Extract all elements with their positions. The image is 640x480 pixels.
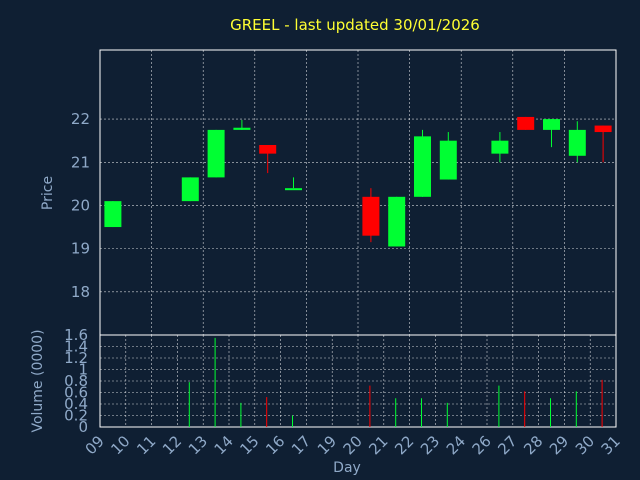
price-tick-label: 20 <box>71 196 90 214</box>
x-axis-label: Day <box>333 460 361 476</box>
candle-body <box>594 125 612 133</box>
candle-body <box>104 201 122 228</box>
volume-tick-label: 0.4 <box>64 395 88 413</box>
price-tick-label: 19 <box>71 240 90 258</box>
price-axis-label: Price <box>40 176 56 210</box>
chart-title: GREEL - last updated 30/01/2026 <box>230 16 480 34</box>
volume-tick-label: 1.4 <box>64 338 88 356</box>
price-tick-label: 22 <box>71 110 90 128</box>
candle-body <box>259 145 277 154</box>
volume-tick-label: 1 <box>78 361 88 379</box>
candle-body <box>543 119 560 130</box>
candle-body <box>233 127 251 130</box>
candle-body <box>181 177 199 202</box>
candle-body <box>491 140 509 154</box>
volume-panel: 00.20.40.60.811.21.41.6 <box>64 326 617 436</box>
price-panel: 18 19 20 21 22 <box>71 49 617 336</box>
volume-tick-label: 0 <box>78 418 88 436</box>
candle-body <box>414 136 431 197</box>
candle-body <box>439 140 457 180</box>
price-tick-label: 21 <box>71 153 90 171</box>
candle-body <box>362 196 380 236</box>
volume-tick-label: 0.2 <box>64 407 88 425</box>
candle-body <box>517 116 535 130</box>
candle-body <box>568 129 586 156</box>
candle-body <box>207 129 225 178</box>
volume-tick-label: 1.6 <box>64 326 88 344</box>
volume-axis-label: Volume (0000) <box>30 329 46 432</box>
price-tick-label: 18 <box>71 283 90 301</box>
volume-tick-label: 0.8 <box>64 372 88 390</box>
candle-body <box>388 196 406 247</box>
volume-tick-label: 0.6 <box>64 384 88 402</box>
volume-tick-label: 1.2 <box>64 349 88 367</box>
candle-body <box>285 188 302 191</box>
